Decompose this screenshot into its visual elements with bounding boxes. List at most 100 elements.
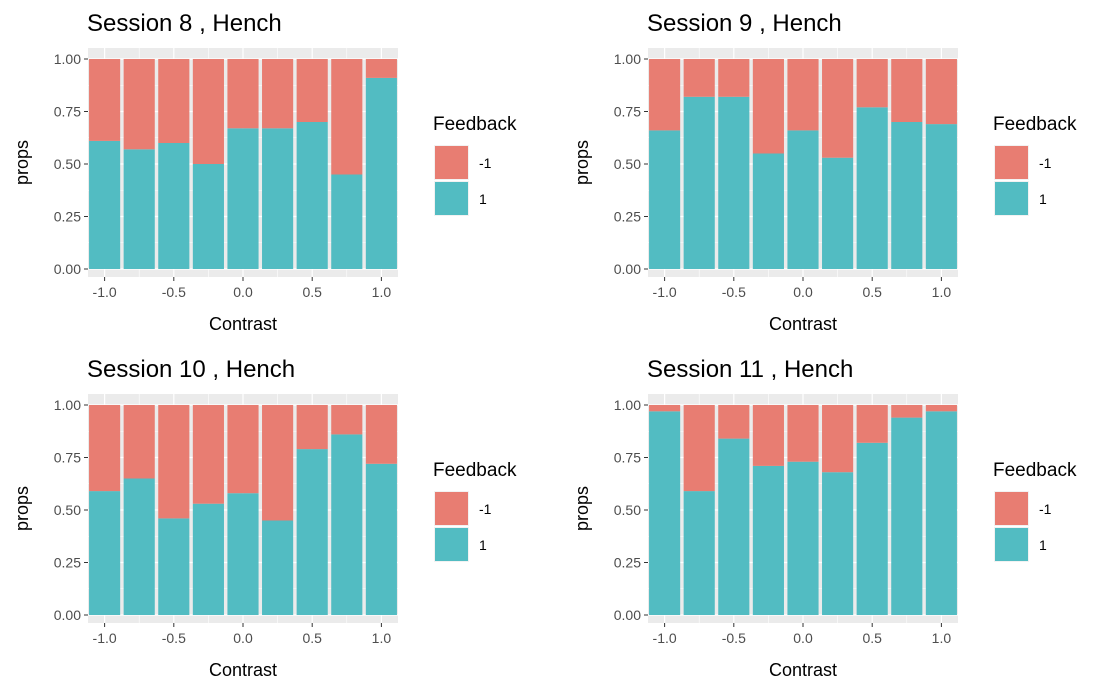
y-tick-label: 0.00 (614, 261, 641, 277)
bar-segment-feedback-pos (365, 77, 397, 270)
y-tick-label: 1.00 (54, 397, 81, 413)
y-tick-label: 0.50 (614, 156, 641, 172)
x-tick-label: -1.0 (93, 630, 117, 646)
bar-segment-feedback-pos (649, 130, 681, 269)
y-tick-label: 0.00 (54, 261, 81, 277)
bar-segment-feedback-pos (925, 411, 957, 615)
bar-segment-feedback-neg (123, 59, 155, 150)
chart-panel-4: Session 11 , Hench 0.00 0.25 0.50 0.75 1.00 -1… (572, 356, 1077, 680)
legend-key-swatch (435, 492, 468, 525)
bar-segment-feedback-neg (192, 405, 224, 504)
x-axis-label: Contrast (209, 660, 277, 680)
legend-key-swatch (995, 146, 1028, 179)
bar-segment-feedback-pos (192, 503, 224, 615)
legend: Feedback -1 1 (993, 460, 1077, 562)
bar-segment-feedback-neg (752, 59, 784, 154)
bar-segment-feedback-neg (683, 405, 715, 492)
x-tick-label: -1.0 (653, 630, 677, 646)
legend-entry-label: 1 (479, 191, 487, 207)
bar-segment-feedback-pos (752, 153, 784, 269)
legend-entry-label: -1 (479, 155, 492, 171)
bar-segment-feedback-neg (262, 405, 294, 521)
y-tick-label: 1.00 (54, 51, 81, 67)
x-axis-label: Contrast (769, 660, 837, 680)
bar-segment-feedback-pos (158, 518, 190, 615)
bar-segment-feedback-neg (227, 59, 259, 129)
bar-segment-feedback-neg (123, 405, 155, 479)
bar-segment-feedback-pos (89, 491, 121, 615)
bar-segment-feedback-neg (649, 405, 681, 412)
legend-title: Feedback (993, 114, 1077, 135)
y-tick-label: 0.25 (614, 555, 641, 571)
bar-segment-feedback-pos (262, 520, 294, 615)
bar-segment-feedback-neg (192, 59, 224, 164)
bar-segment-feedback-pos (123, 478, 155, 615)
y-tick-label: 0.25 (54, 555, 81, 571)
legend-entry-label: -1 (479, 501, 492, 517)
bar-segment-feedback-neg (683, 59, 715, 97)
bar-segment-feedback-pos (331, 434, 363, 615)
x-tick-label: -0.5 (162, 630, 186, 646)
legend-title: Feedback (433, 460, 517, 481)
chart-panel-2: Session 9 , Hench 0.00 0.25 0.50 0.75 1.00 -1.… (572, 10, 1077, 334)
bar-segment-feedback-neg (365, 59, 397, 78)
x-tick-label: 0.5 (302, 284, 322, 300)
y-tick-label: 0.25 (614, 209, 641, 225)
y-tick-label: 1.00 (614, 51, 641, 67)
legend-key-swatch (995, 528, 1028, 561)
x-tick-label: 0.5 (862, 284, 882, 300)
bar-segment-feedback-neg (925, 59, 957, 125)
legend: Feedback -1 1 (993, 114, 1077, 216)
y-tick-label: 0.00 (614, 607, 641, 623)
y-axis-label: props (12, 140, 32, 185)
x-tick-label: 0.0 (793, 284, 813, 300)
bar-segment-feedback-pos (227, 493, 259, 615)
y-tick-label: 0.75 (54, 104, 81, 120)
bar-segment-feedback-neg (89, 59, 121, 141)
bar-segment-feedback-pos (89, 140, 121, 269)
x-tick-label: -0.5 (162, 284, 186, 300)
bar-segment-feedback-pos (158, 143, 190, 269)
bar-segment-feedback-pos (787, 130, 819, 269)
legend-key-swatch (435, 528, 468, 561)
chart-title: Session 9 , Hench (647, 10, 842, 37)
chart-title: Session 8 , Hench (87, 10, 282, 37)
y-tick-label: 0.75 (54, 450, 81, 466)
legend-title: Feedback (433, 114, 517, 135)
bar-segment-feedback-pos (123, 149, 155, 269)
bar-segment-feedback-pos (192, 164, 224, 269)
x-axis-label: Contrast (209, 314, 277, 334)
legend-key-swatch (995, 492, 1028, 525)
bar-segment-feedback-pos (227, 128, 259, 269)
bar-segment-feedback-neg (296, 405, 328, 450)
chart-panel-1: Session 8 , Hench 0.00 0.25 0.50 0.75 1.00 -1.… (12, 10, 517, 334)
x-tick-label: 1.0 (932, 284, 952, 300)
bar-segment-feedback-neg (718, 59, 750, 97)
bar-segment-feedback-neg (752, 405, 784, 466)
y-tick-label: 0.50 (54, 502, 81, 518)
x-tick-label: -0.5 (722, 284, 746, 300)
bar-segment-feedback-pos (822, 157, 854, 269)
legend-key-swatch (435, 182, 468, 215)
y-tick-label: 0.75 (614, 450, 641, 466)
bar-segment-feedback-neg (787, 405, 819, 462)
legend-entry-label: 1 (1039, 537, 1047, 553)
bar-segment-feedback-neg (158, 59, 190, 143)
legend-entry-label: -1 (1039, 155, 1052, 171)
chart-title: Session 11 , Hench (647, 356, 853, 383)
bar-segment-feedback-pos (891, 122, 923, 269)
x-tick-label: -0.5 (722, 630, 746, 646)
x-axis-label: Contrast (769, 314, 837, 334)
bar-segment-feedback-pos (683, 96, 715, 269)
x-tick-label: -1.0 (653, 284, 677, 300)
bar-segment-feedback-neg (925, 405, 957, 412)
y-tick-label: 0.50 (54, 156, 81, 172)
bar-segment-feedback-neg (856, 59, 888, 108)
y-tick-label: 0.25 (54, 209, 81, 225)
y-axis-label: props (572, 140, 592, 185)
legend-key-swatch (995, 182, 1028, 215)
bar-segment-feedback-pos (649, 411, 681, 615)
legend-entry-label: -1 (1039, 501, 1052, 517)
